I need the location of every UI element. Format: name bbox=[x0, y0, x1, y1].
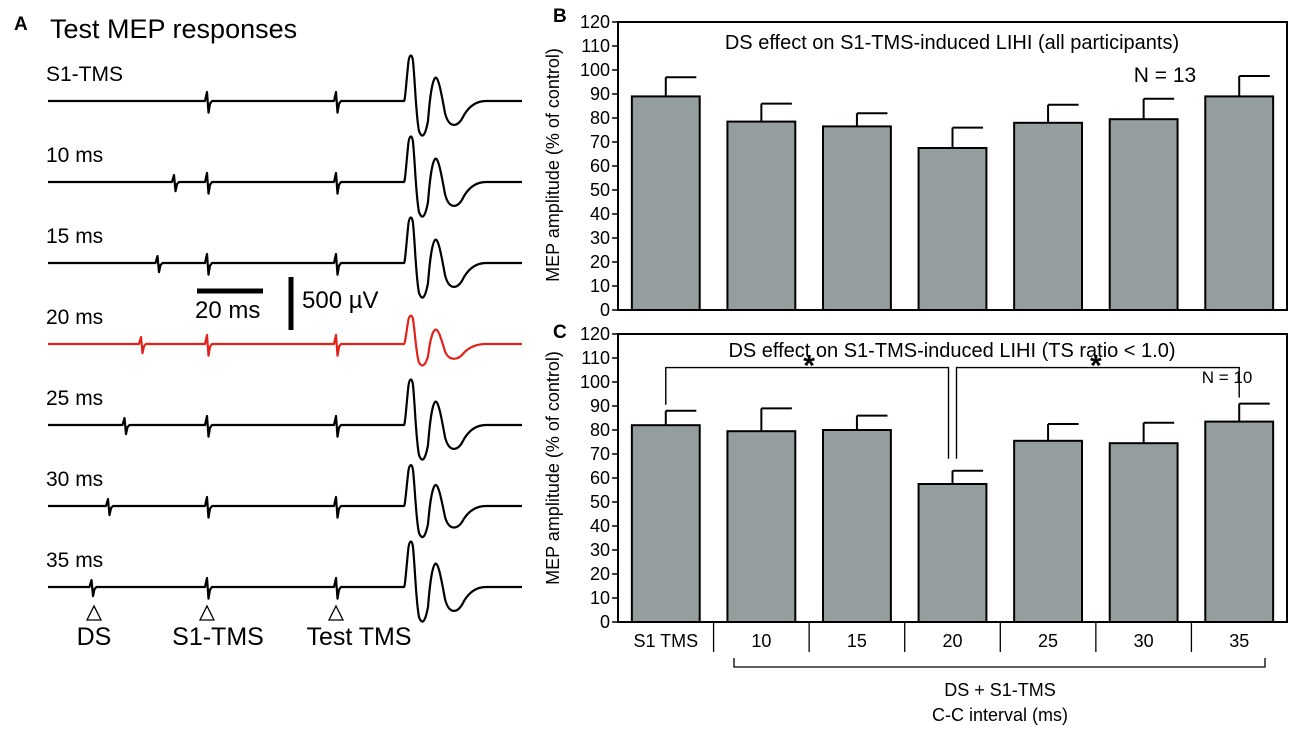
ds-marker-label: DS bbox=[77, 623, 112, 651]
panel-b-title: DS effect on S1-TMS-induced LIHI (all pa… bbox=[725, 32, 1179, 54]
panel-b-ylabel: MEP amplitude (% of control) bbox=[543, 48, 563, 282]
mep-trace bbox=[48, 135, 522, 218]
y-tick-label: 20 bbox=[590, 252, 610, 272]
y-tick-label: 60 bbox=[590, 156, 610, 176]
trace-label: 35 ms bbox=[46, 549, 103, 572]
s1-tms-marker-label: S1-TMS bbox=[172, 623, 264, 651]
y-tick-label: 100 bbox=[580, 60, 610, 80]
bar bbox=[1204, 420, 1275, 623]
y-tick-label: 80 bbox=[590, 108, 610, 128]
bar bbox=[1108, 442, 1179, 624]
panel-a: A Test MEP responses S1-TMS 10 ms 15 ms 20 … bbox=[14, 14, 522, 651]
bar bbox=[1013, 121, 1083, 311]
trace-label: 10 ms bbox=[46, 144, 103, 167]
y-tick-label: 110 bbox=[581, 36, 610, 56]
y-tick-label: 10 bbox=[590, 588, 610, 608]
significance-star: * bbox=[803, 350, 815, 383]
y-tick-label: 40 bbox=[590, 204, 610, 224]
significance-star: * bbox=[1090, 350, 1102, 383]
test-tms-marker-label: Test TMS bbox=[306, 623, 411, 651]
y-tick-label: 50 bbox=[590, 492, 610, 512]
bar bbox=[630, 95, 701, 312]
significance-bracket bbox=[955, 366, 1240, 459]
chart-c: 0 10 20 30 40 50 60 70 80 90 100 110 120 S1 TMS 10 15 20… bbox=[580, 324, 1288, 652]
y-tick-label: 90 bbox=[590, 396, 610, 416]
panel-c-n-label: N = 10 bbox=[1202, 368, 1253, 387]
x-tick-label: S1 TMS bbox=[633, 631, 698, 651]
y-tick-label: 20 bbox=[590, 564, 610, 584]
bar bbox=[1013, 439, 1083, 623]
s1-tms-marker-triangle bbox=[198, 604, 216, 621]
mep-trace bbox=[48, 464, 522, 539]
trace-label: S1-TMS bbox=[46, 63, 123, 86]
y-tick-label: 30 bbox=[590, 228, 610, 248]
trace-label: 20 ms bbox=[46, 306, 103, 329]
mep-trace bbox=[48, 540, 522, 623]
panel-c-ylabel: MEP amplitude (% of control) bbox=[543, 351, 563, 585]
y-tick-label: 0 bbox=[600, 612, 610, 632]
trace-label: 25 ms bbox=[46, 387, 103, 410]
y-tick-label: 40 bbox=[590, 516, 610, 536]
trace-label: 15 ms bbox=[46, 225, 103, 248]
panel-c: C MEP amplitude (% of control) 0 10 20 30 40… bbox=[543, 322, 1288, 725]
panel-b: B MEP amplitude (% of control) 0 10 20 30 40… bbox=[543, 6, 1288, 320]
time-scale-label: 20 ms bbox=[195, 297, 260, 324]
y-tick-label: 110 bbox=[581, 348, 610, 368]
test-tms-marker-triangle bbox=[327, 604, 345, 621]
y-tick-label: 10 bbox=[590, 276, 610, 296]
panel-c-title: DS effect on S1-TMS-induced LIHI (TS rat… bbox=[728, 340, 1175, 362]
y-tick-label: 70 bbox=[590, 132, 610, 152]
trace-label: 30 ms bbox=[46, 468, 103, 491]
y-tick-label: 70 bbox=[590, 444, 610, 464]
mep-trace bbox=[48, 378, 522, 461]
mep-trace bbox=[48, 216, 522, 299]
group-label-line1: DS + S1-TMS bbox=[944, 680, 1056, 700]
bar bbox=[822, 125, 892, 312]
stimulus-markers: DS S1-TMS Test TMS bbox=[77, 604, 412, 651]
x-tick-label: 15 bbox=[847, 631, 867, 651]
bar bbox=[822, 429, 892, 623]
panel-b-n-label: N = 13 bbox=[1134, 64, 1196, 87]
interval-group-bracket: DS + S1-TMS C-C interval (ms) bbox=[733, 658, 1266, 725]
y-tick-label: 30 bbox=[590, 540, 610, 560]
significance-bracket bbox=[665, 366, 950, 459]
y-tick-label: 120 bbox=[580, 324, 610, 344]
chart-b: 0 10 20 30 40 50 60 70 80 90 100 110 120 bbox=[580, 12, 1288, 320]
ds-marker-triangle bbox=[85, 604, 103, 621]
mep-trace bbox=[48, 314, 522, 367]
bar bbox=[1108, 118, 1179, 311]
bar bbox=[917, 483, 988, 623]
y-tick-label: 120 bbox=[580, 12, 610, 32]
y-tick-label: 60 bbox=[590, 468, 610, 488]
y-tick-label: 100 bbox=[580, 372, 610, 392]
bar bbox=[917, 147, 988, 311]
panel-c-letter: C bbox=[553, 322, 567, 343]
amplitude-scale-label: 500 µV bbox=[302, 287, 379, 314]
panel-b-letter: B bbox=[553, 6, 567, 27]
y-tick-label: 50 bbox=[590, 180, 610, 200]
x-tick-label: 20 bbox=[942, 631, 962, 651]
y-tick-label: 80 bbox=[590, 420, 610, 440]
x-tick-label: 35 bbox=[1229, 631, 1249, 651]
bar bbox=[1204, 95, 1275, 312]
scale-bars: 20 ms 500 µV bbox=[195, 277, 379, 330]
x-tick-label: 10 bbox=[751, 631, 771, 651]
y-tick-label: 90 bbox=[590, 84, 610, 104]
x-tick-label: 30 bbox=[1134, 631, 1154, 651]
x-tick-label: 25 bbox=[1038, 631, 1058, 651]
group-bracket bbox=[733, 658, 1266, 668]
mep-traces: S1-TMS 10 ms 15 ms 20 ms 25 ms 30 ms 35 ms bbox=[46, 54, 522, 623]
bar bbox=[630, 424, 701, 624]
group-label-line2: C-C interval (ms) bbox=[932, 705, 1068, 725]
mep-trace bbox=[48, 54, 522, 137]
panel-a-letter: A bbox=[14, 14, 28, 35]
panel-a-title: Test MEP responses bbox=[50, 14, 297, 44]
bar bbox=[726, 430, 797, 624]
y-tick-label: 0 bbox=[600, 300, 610, 320]
bar bbox=[726, 120, 797, 311]
